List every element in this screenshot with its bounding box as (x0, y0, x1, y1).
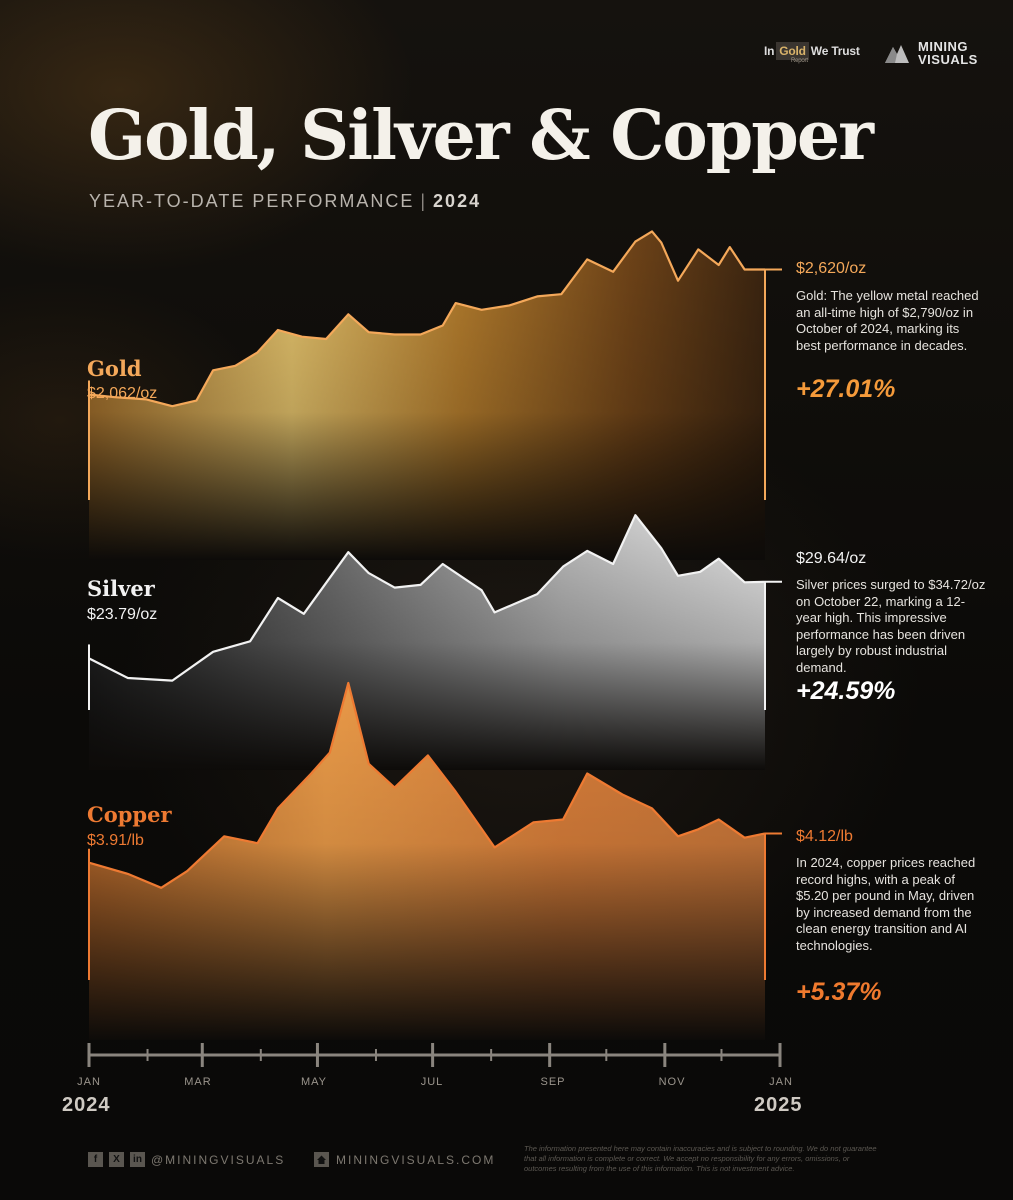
silver-name: Silver (87, 576, 155, 601)
copper-end-price: $4.12/lb (796, 828, 853, 845)
x-twitter-icon[interactable]: X (109, 1152, 124, 1167)
footer-social: f X in @MININGVISUALS (88, 1152, 285, 1167)
gold-name: Gold (87, 356, 142, 381)
disclaimer: The information presented here may conta… (524, 1144, 877, 1173)
gold-end-price: $2,620/oz (796, 260, 867, 277)
home-icon (314, 1152, 329, 1167)
gold-description: Gold: The yellow metal reached an all-ti… (796, 288, 979, 353)
copper-description: In 2024, copper prices reached record hi… (796, 855, 976, 953)
copper-change: +5.37% (796, 978, 882, 1006)
gold-start-price: $2,062/oz (87, 385, 158, 402)
silver-area-shade (89, 515, 765, 770)
website-link[interactable]: MININGVISUALS.COM (336, 1152, 496, 1167)
chart-layer (88, 230, 782, 1040)
brand-right-1: MINING (918, 39, 968, 54)
footer-website: MININGVISUALS.COM (314, 1152, 495, 1167)
subtitle-divider: | (420, 191, 428, 211)
silver-start-price: $23.79/oz (87, 606, 158, 623)
subtitle-text: YEAR-TO-DATE PERFORMANCE (89, 191, 415, 211)
gold-line (88, 230, 765, 408)
copper-line (88, 681, 766, 889)
copper-area-shade (89, 683, 765, 1040)
copper-name: Copper (87, 802, 172, 827)
silver-change: +24.59% (796, 677, 896, 705)
brand-left-3: We Trust (810, 44, 860, 58)
copper-series (88, 681, 782, 1040)
silver-line (88, 514, 766, 682)
gold-series (88, 230, 782, 560)
axis-month-label: NOV (658, 1076, 686, 1088)
social-handle[interactable]: @MININGVISUALS (151, 1152, 286, 1167)
subtitle-year: 2024 (433, 191, 482, 211)
axis-month-label: MAR (184, 1076, 212, 1088)
facebook-icon[interactable]: f (88, 1152, 103, 1167)
axis-end-year: 2025 (754, 1094, 803, 1116)
axis-month-label: SEP (540, 1076, 566, 1088)
linkedin-icon[interactable]: in (130, 1152, 145, 1167)
brand-left-1: In (764, 44, 775, 58)
axis-start-year: 2024 (62, 1094, 111, 1116)
mining-visuals-wordmark: MINING VISUALS (918, 40, 978, 66)
mining-visuals-logo: MINING VISUALS (884, 40, 978, 66)
x-axis-ticks (87, 1043, 782, 1067)
silver-series (88, 514, 782, 770)
brand-left-2: Gold (776, 42, 809, 60)
axis-month-label: JAN (77, 1076, 101, 1088)
mountain-logo-icon (885, 45, 909, 63)
gold-area-shade (89, 231, 765, 560)
axis-month-label: JUL (420, 1076, 444, 1088)
brand-left-4: Report (791, 58, 808, 64)
in-gold-we-trust-logo: In Gold We Trust Report (764, 42, 860, 64)
silver-description: Silver prices surged to $34.72/oz on Oct… (796, 577, 986, 675)
silver-end-price: $29.64/oz (796, 550, 867, 567)
brand-right-2: VISUALS (918, 52, 978, 67)
axis-month-label: JAN (769, 1076, 793, 1088)
page-subtitle: YEAR-TO-DATE PERFORMANCE | 2024 (89, 191, 481, 212)
gold-change: +27.01% (796, 375, 896, 403)
page-title: Gold, Silver & Copper (88, 96, 874, 176)
axis-month-label: MAY (300, 1076, 328, 1088)
copper-start-price: $3.91/lb (87, 832, 144, 849)
x-axis (87, 1043, 782, 1067)
